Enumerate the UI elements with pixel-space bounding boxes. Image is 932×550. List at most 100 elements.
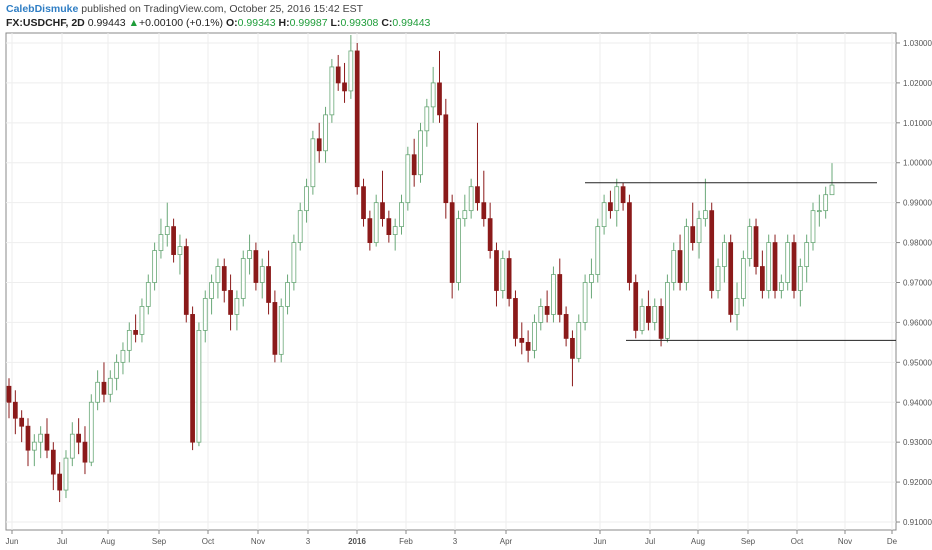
- candle-body-down: [101, 381, 107, 395]
- x-tick-label: Aug: [101, 537, 115, 546]
- symbol-label[interactable]: FX:USDCHF, 2D: [6, 17, 85, 29]
- x-tick-label: Jun: [6, 537, 19, 546]
- candle-body-down: [513, 298, 518, 339]
- candle-body-up: [247, 250, 252, 259]
- candle-body-down: [690, 226, 696, 243]
- candle-body-down: [677, 250, 683, 283]
- x-tick-label: 3: [306, 537, 311, 546]
- candle-body-down: [437, 82, 442, 116]
- candle-body-up: [696, 218, 702, 243]
- candle-body-down: [772, 242, 778, 291]
- candle-body-up: [462, 210, 468, 220]
- candle-body-up: [538, 306, 544, 323]
- candle-body-up: [418, 130, 423, 176]
- candle-body-up: [582, 282, 588, 323]
- candle-body-up: [323, 114, 328, 152]
- symbol-legend: FX:USDCHF, 2D 0.99443 ▲+0.00100 (+0.1%) …: [6, 17, 430, 29]
- candle-body-down: [753, 226, 759, 267]
- candle-body-up: [158, 234, 164, 251]
- candle-body-down: [183, 246, 189, 315]
- candle-body-down: [525, 341, 531, 351]
- chart-frame: [5, 32, 897, 531]
- candle-body-down: [171, 226, 176, 255]
- x-tick-label: 3: [453, 537, 458, 546]
- candle-body-up: [139, 306, 145, 335]
- candle-body-up: [785, 242, 791, 283]
- x-tick-label: Aug: [691, 537, 705, 546]
- candle-body-down: [544, 306, 550, 315]
- candle-body-up: [741, 258, 746, 299]
- candle-body-up: [804, 242, 810, 267]
- candle-body-up: [589, 274, 594, 283]
- candle-body-up: [63, 457, 69, 491]
- candle-body-down: [253, 250, 259, 283]
- candle-body-down: [557, 274, 563, 315]
- candle-body-down: [25, 425, 31, 451]
- candle-body-up: [209, 282, 214, 299]
- low-value: 0.99308: [340, 17, 379, 29]
- x-tick-label: De: [887, 537, 898, 546]
- candle-body-up: [399, 202, 404, 228]
- candle-body-up: [107, 377, 113, 395]
- candle-body-up: [405, 154, 411, 204]
- y-tick-label: 0.94000: [903, 398, 932, 407]
- candle-body-down: [608, 202, 613, 212]
- candle-body-down: [335, 66, 341, 84]
- candle-body-down: [354, 50, 360, 188]
- candle-body-down: [494, 250, 499, 291]
- candle-body-up: [576, 322, 582, 359]
- candle-body-up: [373, 202, 379, 243]
- y-tick-label: 0.98000: [903, 239, 932, 248]
- y-tick-label: 0.91000: [903, 518, 932, 527]
- candle-body-up: [291, 242, 297, 283]
- price-axis[interactable]: 1.03000 1.02000 1.01000 1.00000 0.99000 0.980…: [896, 39, 932, 527]
- candle-body-up: [392, 226, 398, 235]
- candle-body-down: [475, 186, 480, 204]
- candle-body-up: [703, 210, 708, 220]
- candle-body-down: [759, 266, 765, 291]
- candle-body-up: [684, 226, 689, 283]
- time-axis[interactable]: Jun Jul Aug Sep Oct Nov 3 2016 Feb 3 Apr Jun Jul Aug S…: [6, 530, 898, 546]
- candle-body-down: [563, 314, 569, 339]
- y-tick-label: 0.95000: [903, 358, 932, 367]
- y-tick-label: 1.02000: [903, 79, 932, 88]
- candle-body-up: [766, 242, 772, 291]
- candle-body-up: [69, 433, 75, 459]
- candle-body-down: [709, 210, 715, 291]
- y-tick-label: 0.99000: [903, 199, 932, 208]
- candle-body-up: [38, 433, 44, 443]
- x-tick-label: Oct: [202, 537, 215, 546]
- candle-body-up: [31, 441, 37, 451]
- x-tick-label: Oct: [791, 537, 804, 546]
- y-tick-label: 0.92000: [903, 478, 932, 487]
- trend-lines[interactable]: [585, 182, 896, 341]
- candle-body-up: [778, 282, 784, 291]
- candle-body-up: [734, 298, 740, 315]
- publish-text: published on TradingView.com, October 25…: [81, 3, 364, 15]
- candle-body-up: [823, 194, 829, 212]
- candle-body-up: [424, 106, 430, 132]
- low-label: L:: [330, 17, 341, 29]
- x-tick-label: 2016: [348, 537, 366, 546]
- candle-body-up: [456, 218, 461, 283]
- candle-body-up: [202, 298, 208, 331]
- candle-body-up: [797, 266, 803, 291]
- candle-body-down: [449, 202, 455, 283]
- candle-body-down: [367, 218, 373, 243]
- author-link[interactable]: CalebDismuke: [6, 3, 79, 15]
- y-tick-label: 1.00000: [903, 159, 932, 168]
- candle-body-up: [810, 210, 816, 243]
- high-value: 0.99987: [289, 17, 328, 29]
- candle-body-down: [57, 473, 63, 491]
- candle-body-down: [221, 266, 227, 291]
- candle-body-up: [120, 349, 126, 363]
- candle-body-up: [114, 361, 119, 379]
- candle-body-down: [570, 337, 575, 359]
- candle-body-up: [665, 282, 670, 339]
- x-tick-label: Sep: [152, 537, 167, 546]
- close-value: 0.99443: [392, 17, 431, 29]
- candle-body-up: [240, 258, 246, 299]
- candle-body-up: [715, 266, 721, 291]
- candle-body-down: [443, 114, 449, 204]
